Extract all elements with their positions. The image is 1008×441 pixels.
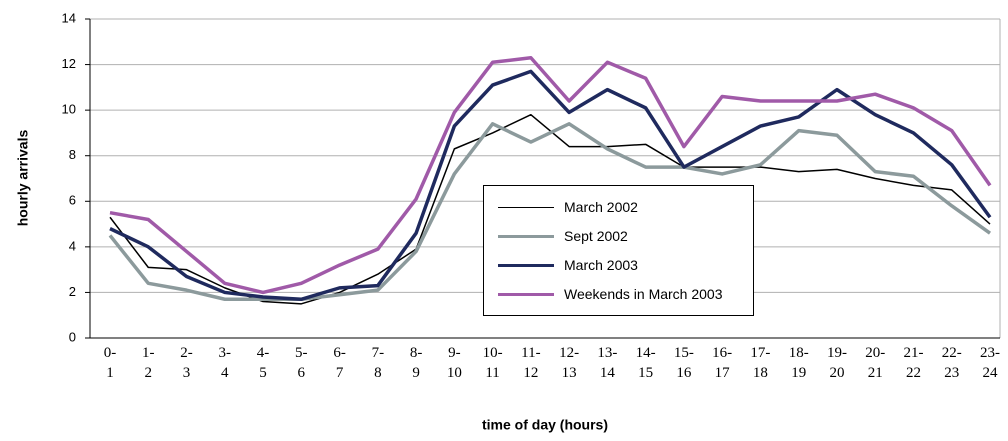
y-tick-label: 8	[69, 147, 76, 162]
legend-item: March 2003	[484, 256, 753, 276]
legend-swatch	[498, 235, 554, 239]
x-tick-label: 20- 21	[865, 345, 886, 381]
x-tick-label: 2- 3	[180, 345, 193, 381]
x-tick-label: 18- 19	[788, 345, 809, 381]
x-tick-label: 17- 18	[750, 345, 771, 381]
legend-label: March 2003	[564, 257, 638, 273]
y-axis-title: hourly arrivals	[15, 130, 31, 227]
series-line	[109, 55, 992, 295]
x-tick-label: 14- 15	[635, 345, 656, 381]
x-tick-label: 6- 7	[333, 345, 346, 381]
x-tick-label: 19- 20	[826, 345, 847, 381]
x-tick-label: 11- 12	[521, 345, 541, 381]
x-tick-label: 0- 1	[103, 345, 117, 381]
y-tick-label: 2	[69, 284, 76, 299]
legend-label: Sept 2002	[564, 228, 628, 244]
x-tick-label: 8- 9	[409, 345, 423, 381]
legend-item: Weekends in March 2003	[484, 285, 753, 305]
x-tick-label: 13- 14	[597, 345, 618, 381]
x-tick-label: 22- 23	[941, 345, 962, 381]
x-tick-label: 15- 16	[673, 345, 694, 381]
y-tick-label: 12	[62, 56, 76, 71]
y-tick-label: 4	[69, 238, 76, 253]
series-line	[109, 69, 992, 302]
legend-item: Sept 2002	[484, 227, 753, 247]
x-tick-label: 1- 2	[142, 345, 155, 381]
x-tick-label: 10- 11	[482, 345, 503, 381]
x-tick-label: 5- 6	[295, 345, 308, 381]
x-tick-label: 3- 4	[218, 345, 232, 381]
y-tick-label: 6	[69, 193, 76, 208]
x-tick-label: 12- 13	[559, 345, 580, 381]
x-tick-label: 16- 17	[712, 345, 733, 381]
y-tick-label: 10	[62, 102, 76, 117]
legend-swatch	[498, 264, 554, 268]
x-tick-label: 21- 22	[903, 345, 924, 381]
x-tick-label: 7- 8	[371, 345, 385, 381]
x-tick-label: 23- 24	[980, 345, 1000, 381]
x-axis-title: time of day (hours)	[482, 417, 608, 433]
legend-swatch	[498, 293, 554, 297]
series-line	[108, 122, 992, 302]
legend-label: March 2002	[564, 199, 638, 215]
legend-item: March 2002	[484, 198, 753, 218]
y-tick-label: 0	[69, 329, 76, 344]
legend-label: Weekends in March 2003	[564, 286, 723, 302]
legend: March 2002 Sept 2002 March 2003 Weekends in…	[483, 185, 754, 316]
x-tick-label: 4- 5	[256, 345, 270, 381]
y-tick-label: 14	[62, 10, 76, 25]
legend-swatch	[498, 207, 554, 209]
x-tick-label: 9- 10	[446, 345, 462, 381]
